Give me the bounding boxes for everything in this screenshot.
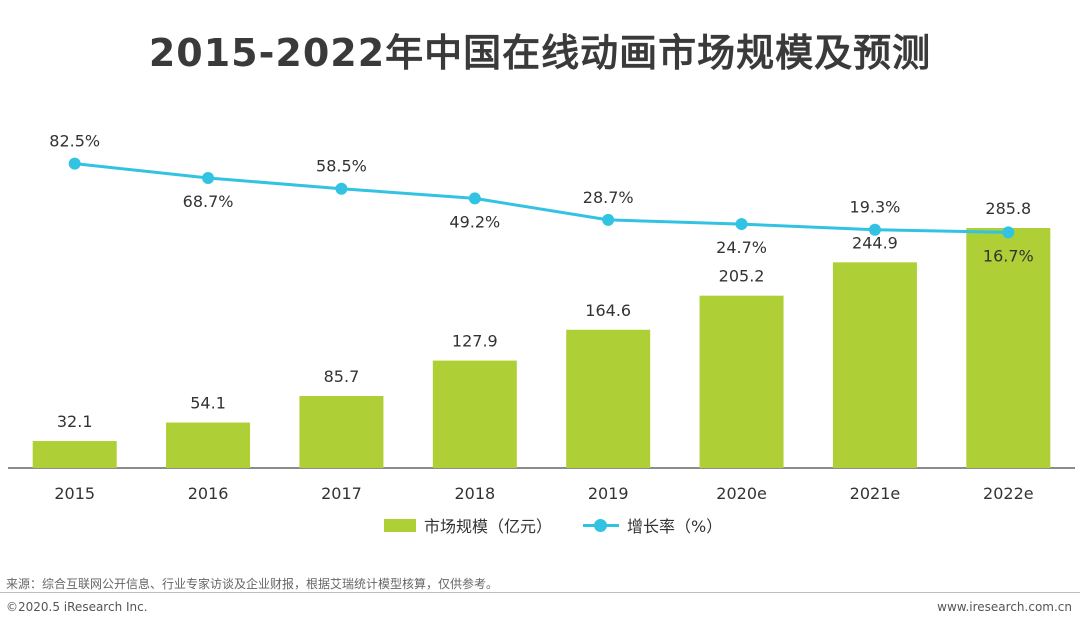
growth-point-2016 [202, 172, 215, 185]
legend-item-bar-series: 市场规模（亿元） [384, 514, 552, 536]
footer-divider [0, 592, 1080, 593]
growth-point-2018 [468, 192, 481, 205]
legend-bar-label: 市场规模（亿元） [424, 517, 553, 536]
growth-rate-line [74, 162, 1009, 234]
growth-point-2021e [868, 223, 881, 236]
bar-2022e [966, 228, 1051, 468]
growth-label-2015: 82.5% [49, 132, 100, 151]
x-tick-label-2020e: 2020e [716, 484, 767, 503]
bar-2020e [699, 295, 784, 468]
website-text: www.iresearch.com.cn [937, 600, 1072, 614]
x-tick-label-2015: 2015 [54, 484, 95, 503]
growth-point-2020e [735, 218, 748, 231]
bar-2015 [32, 441, 117, 468]
legend-item-line-series: 增长率（%） [583, 514, 722, 536]
chart-title: 2015-2022年中国在线动画市场规模及预测 [148, 31, 932, 75]
copyright-text: ©2020.5 iResearch Inc. [6, 600, 148, 614]
bar-value-label-2021e: 244.9 [852, 233, 898, 252]
bar-2017 [299, 396, 384, 468]
bar-value-label-2015: 32.1 [57, 412, 93, 431]
x-tick-label-2022e: 2022e [983, 484, 1034, 503]
growth-point-2015 [68, 157, 81, 170]
growth-label-2017: 58.5% [316, 157, 367, 176]
growth-label-2016: 68.7% [183, 192, 234, 211]
bar-value-label-2022e: 285.8 [985, 199, 1031, 218]
growth-label-2021e: 19.3% [850, 198, 901, 217]
bar-value-label-2019: 164.6 [585, 301, 631, 320]
x-tick-label-2016: 2016 [188, 484, 229, 503]
bar-2019 [566, 329, 651, 468]
growth-label-2020e: 24.7% [716, 238, 767, 257]
x-tick-label-2017: 2017 [321, 484, 362, 503]
bar-2021e [832, 262, 917, 468]
bar-value-label-2018: 127.9 [452, 332, 498, 351]
growth-label-2022e: 16.7% [983, 246, 1034, 265]
bar-2018 [432, 360, 517, 468]
x-tick-label-2021e: 2021e [850, 484, 901, 503]
legend-line-marker [594, 519, 607, 532]
growth-point-2019 [602, 213, 615, 226]
bar-2016 [166, 422, 251, 468]
x-tick-label-2018: 2018 [454, 484, 495, 503]
growth-label-2019: 28.7% [583, 188, 634, 207]
bar-value-label-2017: 85.7 [324, 367, 360, 386]
legend-bar-swatch [384, 518, 416, 532]
source-note: 来源：综合互联网公开信息、行业专家访谈及企业财报，根据艾瑞统计模型核算，仅供参考… [6, 577, 499, 591]
legend-line-label: 增长率（%） [627, 517, 723, 536]
bar-value-label-2020e: 205.2 [719, 267, 765, 286]
growth-point-2022e [1002, 226, 1015, 239]
legend-line-swatch [583, 517, 619, 533]
growth-point-2017 [335, 182, 348, 195]
x-tick-label-2019: 2019 [588, 484, 629, 503]
bar-value-label-2016: 54.1 [190, 394, 226, 413]
growth-label-2018: 49.2% [449, 212, 500, 231]
